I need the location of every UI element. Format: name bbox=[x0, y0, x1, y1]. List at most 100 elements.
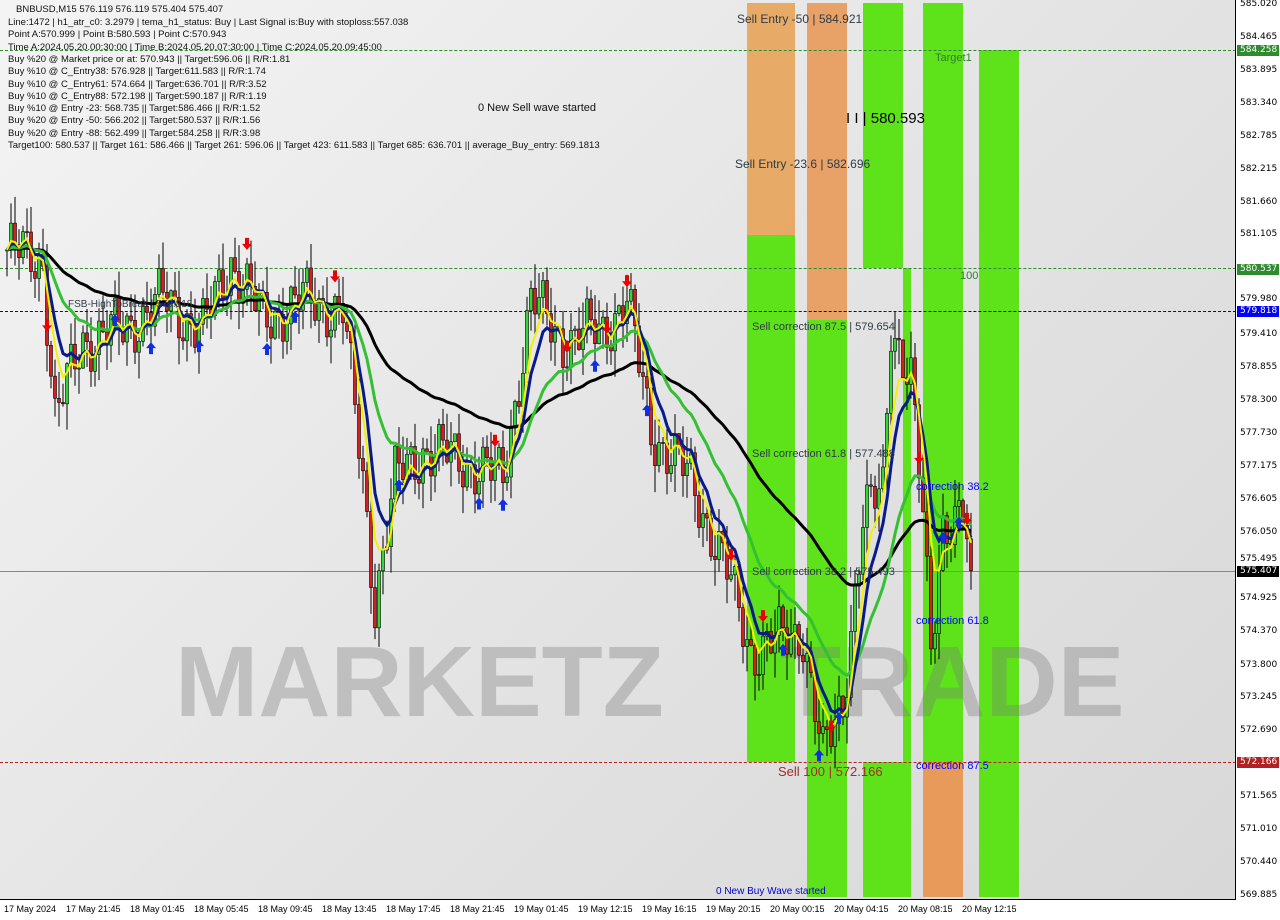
candle-body bbox=[821, 726, 825, 734]
candle-body bbox=[793, 624, 797, 636]
candle-body bbox=[393, 445, 397, 500]
candle-body bbox=[729, 574, 733, 580]
candle-body bbox=[161, 268, 165, 293]
candle-body bbox=[537, 297, 541, 315]
price-tick-label: 574.925 bbox=[1240, 593, 1278, 604]
ma-slow-line bbox=[6, 246, 972, 587]
candle-body bbox=[313, 301, 317, 321]
buy-arrow-icon bbox=[778, 643, 788, 656]
candle-body bbox=[97, 320, 101, 355]
price-tick-label: 577.175 bbox=[1240, 460, 1278, 471]
candle-body bbox=[785, 627, 789, 655]
candle-body bbox=[33, 271, 37, 279]
candle-body bbox=[749, 639, 753, 646]
candle-body bbox=[365, 470, 369, 512]
sell-arrow-icon bbox=[962, 512, 972, 525]
candle-body bbox=[893, 338, 897, 352]
candle-body bbox=[381, 549, 385, 572]
info-line: Buy %20 @ Entry -88: 562.499 || Target:5… bbox=[8, 127, 261, 139]
candle-body bbox=[129, 315, 133, 321]
candle-body bbox=[377, 570, 381, 629]
candle-body bbox=[873, 485, 877, 509]
candle-body bbox=[293, 286, 297, 296]
candle-body bbox=[741, 607, 745, 647]
candle-body bbox=[185, 313, 189, 342]
info-line: Line:1472 | h1_atr_c0: 3.2979 | tema_h1_… bbox=[8, 17, 409, 28]
fsb-high-to-break-label: FSB-HighToBreak | 579.818 bbox=[68, 299, 193, 310]
time-tick-label: 18 May 17:45 bbox=[386, 904, 441, 914]
candle-body bbox=[49, 345, 53, 377]
candle-body bbox=[137, 340, 141, 353]
candle-body bbox=[229, 257, 233, 296]
price-tag: 584.258 bbox=[1237, 44, 1279, 56]
candle-body bbox=[953, 506, 957, 545]
candle-body bbox=[801, 654, 805, 663]
new-sell-wave-label: 0 New Sell wave started bbox=[478, 102, 596, 114]
info-line: Buy %10 @ C_Entry61: 574.664 || Target:6… bbox=[8, 78, 267, 90]
candle-body bbox=[201, 298, 205, 325]
info-line: Time A:2024.05.20.00:30:00 | Time B:2024… bbox=[8, 41, 382, 53]
price-tick-label: 574.370 bbox=[1240, 625, 1278, 636]
sell-100-line bbox=[0, 762, 1235, 763]
price-tick-label: 577.730 bbox=[1240, 428, 1278, 439]
sell-arrow-icon bbox=[602, 321, 612, 334]
candle-body bbox=[373, 587, 377, 629]
price-tag: 579.818 bbox=[1237, 306, 1279, 318]
chart-plot-area[interactable]: MARKETZ TRADE BNBUSD,M15 576.119 576.119… bbox=[0, 0, 1236, 900]
info-line: Point A:570.999 | Point B:580.593 | Poin… bbox=[8, 29, 227, 41]
sell-correction-382-label: Sell correction 38.2 | 575.493 bbox=[752, 566, 895, 578]
candle-body bbox=[173, 290, 177, 298]
candle-body bbox=[361, 458, 365, 472]
buy-zone-green bbox=[979, 50, 1019, 897]
sell-arrow-icon bbox=[914, 451, 924, 464]
candle-body bbox=[441, 424, 445, 441]
time-tick-label: 18 May 01:45 bbox=[130, 904, 185, 914]
candle-body bbox=[553, 326, 557, 343]
candle-body bbox=[865, 484, 869, 528]
candle-body bbox=[401, 462, 405, 481]
level-100-line bbox=[0, 268, 1235, 269]
candle-body bbox=[833, 719, 837, 747]
candle-body bbox=[601, 316, 605, 325]
buy-arrow-icon bbox=[834, 712, 844, 725]
candle-body bbox=[345, 322, 349, 332]
ma-yellow-line bbox=[6, 237, 972, 727]
candle-body bbox=[101, 320, 105, 333]
candle-body bbox=[529, 287, 533, 311]
time-axis[interactable]: 17 May 2024 17 May 21:45 18 May 01:45 18 Ma… bbox=[0, 900, 1236, 920]
candle-body bbox=[453, 433, 457, 443]
candle-body bbox=[705, 513, 709, 519]
price-tick-label: 582.215 bbox=[1240, 164, 1278, 175]
price-tick-label: 583.340 bbox=[1240, 97, 1278, 108]
candle-body bbox=[769, 631, 773, 654]
candle-body bbox=[889, 350, 893, 414]
buy-zone-green bbox=[863, 3, 903, 268]
candle-body bbox=[157, 268, 161, 295]
price-tag: 575.407 bbox=[1237, 565, 1279, 577]
correction-382-label: correction 38.2 bbox=[916, 481, 989, 493]
sell-arrow-icon bbox=[42, 319, 52, 332]
candle-body bbox=[861, 527, 865, 575]
candle-body bbox=[657, 442, 661, 466]
candle-body bbox=[533, 287, 537, 315]
target1-label: Target1 bbox=[935, 52, 972, 64]
buy-arrow-icon bbox=[394, 479, 404, 492]
price-tag: 572.166 bbox=[1237, 756, 1279, 768]
candle-body bbox=[53, 375, 57, 399]
price-tag: 580.537 bbox=[1237, 263, 1279, 275]
price-tick-label: 581.660 bbox=[1240, 196, 1278, 207]
candle-body bbox=[653, 444, 657, 466]
candle-body bbox=[549, 313, 553, 343]
price-tick-label: 582.785 bbox=[1240, 130, 1278, 141]
candle-body bbox=[853, 585, 857, 632]
price-tick-label: 579.410 bbox=[1240, 329, 1278, 340]
time-tick-label: 17 May 2024 bbox=[4, 904, 57, 914]
price-tick-label: 570.440 bbox=[1240, 857, 1278, 868]
price-tick-label: 571.565 bbox=[1240, 791, 1278, 802]
price-axis[interactable]: 584.258 580.537 579.818 575.407 572.166 585.0… bbox=[1236, 0, 1280, 900]
sell-correction-618-label: Sell correction 61.8 | 577.488 bbox=[752, 448, 895, 460]
candle-body bbox=[697, 495, 701, 528]
candle-body bbox=[609, 347, 613, 352]
candle-body bbox=[541, 280, 545, 298]
candle-body bbox=[317, 298, 321, 321]
